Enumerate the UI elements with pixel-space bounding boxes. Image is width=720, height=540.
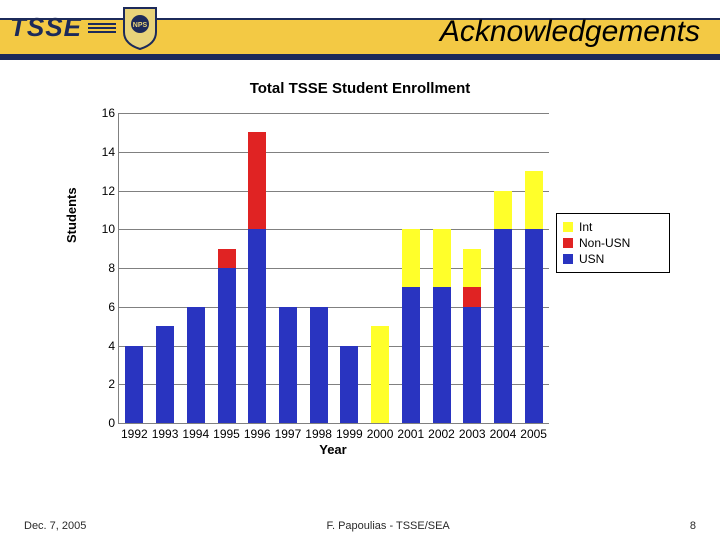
x-tick-label: 1992 — [119, 427, 149, 441]
x-tick-label: 1997 — [273, 427, 303, 441]
bar-segment-usn — [310, 307, 328, 423]
x-tick-label: 1993 — [150, 427, 180, 441]
bar-segment-int — [463, 249, 481, 288]
footer-page: 8 — [690, 520, 696, 532]
tsse-logo-text: TSSE — [10, 16, 82, 39]
y-tick-label: 12 — [89, 184, 115, 198]
gridline — [119, 384, 549, 385]
bar-segment-int — [433, 229, 451, 287]
legend-label: Int — [579, 220, 592, 234]
y-axis-title: Students — [64, 187, 79, 243]
bar-segment-int — [402, 229, 420, 287]
plot-area: 0246810121416199219931994199519961997199… — [118, 113, 549, 424]
svg-text:NPS: NPS — [133, 22, 148, 29]
y-tick-label: 16 — [89, 106, 115, 120]
bar-segment-usn — [494, 229, 512, 423]
x-tick-label: 2003 — [457, 427, 487, 441]
y-tick-label: 4 — [89, 339, 115, 353]
x-axis-title: Year — [118, 442, 548, 457]
legend-item: Non-USN — [563, 236, 663, 250]
gridline — [119, 346, 549, 347]
bar-segment-usn — [187, 307, 205, 423]
gridline — [119, 191, 549, 192]
bar-segment-non-usn — [218, 249, 236, 268]
footer: Dec. 7, 2005 F. Papoulias - TSSE/SEA 8 — [0, 520, 720, 532]
x-tick-label: 2005 — [519, 427, 549, 441]
legend: Int Non-USN USN — [556, 213, 670, 273]
y-tick-label: 14 — [89, 145, 115, 159]
bar-segment-non-usn — [248, 132, 266, 229]
x-tick-label: 2002 — [427, 427, 457, 441]
gridline — [119, 307, 549, 308]
tsse-logo-lines — [88, 27, 116, 29]
bar-segment-usn — [156, 326, 174, 423]
bar-segment-usn — [433, 287, 451, 423]
gridline — [119, 268, 549, 269]
y-tick-label: 6 — [89, 300, 115, 314]
legend-item: Int — [563, 220, 663, 234]
footer-center: F. Papoulias - TSSE/SEA — [326, 520, 449, 532]
bar-segment-usn — [248, 229, 266, 423]
gridline — [119, 152, 549, 153]
bar-segment-usn — [463, 307, 481, 423]
bar-segment-usn — [279, 307, 297, 423]
legend-swatch — [563, 238, 573, 248]
legend-swatch — [563, 222, 573, 232]
bar-segment-usn — [525, 229, 543, 423]
x-tick-label: 1996 — [242, 427, 272, 441]
x-tick-label: 2004 — [488, 427, 518, 441]
bar-segment-non-usn — [463, 287, 481, 306]
nps-badge-icon: NPS — [120, 6, 160, 50]
logo-block: TSSE NPS — [10, 6, 160, 50]
header: TSSE NPS Acknowledgements — [0, 0, 720, 62]
x-tick-label: 1998 — [304, 427, 334, 441]
legend-label: Non-USN — [579, 236, 630, 250]
bar-segment-usn — [340, 346, 358, 424]
y-tick-label: 0 — [89, 416, 115, 430]
x-tick-label: 1995 — [212, 427, 242, 441]
legend-label: USN — [579, 252, 604, 266]
page-title: Acknowledgements — [440, 15, 700, 49]
gridline — [119, 229, 549, 230]
legend-swatch — [563, 254, 573, 264]
x-tick-label: 1999 — [334, 427, 364, 441]
y-tick-label: 8 — [89, 261, 115, 275]
y-tick-label: 2 — [89, 377, 115, 391]
y-tick-label: 10 — [89, 222, 115, 236]
x-tick-label: 2000 — [365, 427, 395, 441]
bar-segment-int — [494, 191, 512, 230]
chart-title: Total TSSE Student Enrollment — [0, 80, 720, 97]
bar-segment-int — [525, 171, 543, 229]
gridline — [119, 113, 549, 114]
legend-item: USN — [563, 252, 663, 266]
x-tick-label: 2001 — [396, 427, 426, 441]
x-tick-label: 1994 — [181, 427, 211, 441]
footer-date: Dec. 7, 2005 — [24, 520, 86, 532]
chart: Students 0246810121416199219931994199519… — [50, 103, 670, 483]
bar-segment-usn — [402, 287, 420, 423]
bar-segment-usn — [125, 346, 143, 424]
bar-segment-int — [371, 326, 389, 423]
bar-segment-usn — [218, 268, 236, 423]
